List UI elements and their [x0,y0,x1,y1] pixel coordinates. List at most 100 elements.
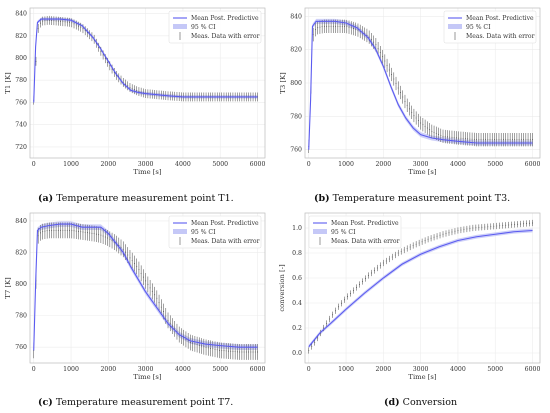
measurement-point [376,267,378,269]
measurement-point [136,90,138,92]
measurement-point [529,139,531,141]
caption-conversion: (d) Conversion [384,397,458,408]
legend-mean-label: Mean Post. Predictive [191,220,259,227]
measurement-point [508,224,510,226]
measurement-point [431,130,433,132]
measurement-point [198,344,200,346]
measurement-point [91,232,93,234]
measurement-point [449,136,451,138]
measurement-point [436,235,438,237]
measurement-point [35,60,37,62]
measurement-point [142,276,144,278]
measurement-point [350,293,352,294]
measurement-series [308,219,534,354]
measurement-point [225,350,227,352]
measurement-point [330,25,332,27]
measurement-point [245,351,247,353]
measurement-point [147,283,149,285]
measurement-point [460,137,462,139]
x-tick-label: 1000 [338,161,354,168]
measurement-point [424,125,426,127]
y-tick-label: 840 [15,218,27,225]
caption-t1: (a) Temperature measurement point T1. [38,193,234,204]
measurement-point [335,310,337,312]
measurement-point [138,91,140,93]
measurement-point [481,226,483,228]
panel-t3: 0 1000 2000 3000 4000 5000 6000 760 780 800 820 840… [275,0,550,183]
measurement-point [397,252,399,254]
measurement-point [66,21,68,23]
caption-t3: (b) Temperature measurement point T3. [314,193,511,204]
measurement-point [69,21,71,23]
x-tick-label: 4000 [175,366,191,373]
measurement-point [460,229,462,231]
measurement-point [39,22,41,24]
measurement-point [388,258,390,260]
measurement-point [505,224,507,226]
legend-ci-label: 95 % CI [191,229,216,236]
measurement-point [82,28,84,30]
measurement-point [368,36,370,38]
measurement-point [192,342,194,344]
measurement-point [379,265,381,266]
measurement-point [516,139,518,141]
measurement-point [42,231,44,233]
measurement-point [344,299,346,301]
measurement-point [149,287,151,289]
measurement-point [473,138,475,140]
measurement-point [400,251,402,252]
measurement-point [469,228,471,229]
measurement-point [355,28,357,30]
y-tick-label: 0.4 [292,300,302,307]
measurement-point [160,306,162,308]
y-axis-label: conversion [-] [278,264,286,312]
x-tick-label: 4000 [450,161,466,168]
measurement-point [498,139,500,141]
y-tick-label: 0.8 [292,250,302,257]
plot-frame [304,7,541,159]
measurement-point [133,263,135,265]
measurement-point [48,229,50,231]
measurement-point [138,269,140,271]
measurement-point [499,225,501,227]
measurement-point [57,229,59,231]
measurement-point [241,351,243,353]
measurement-point [319,26,321,28]
legend-ci-label: 95 % CI [466,24,491,31]
measurement-point [239,351,241,353]
measurement-point [451,231,453,233]
legend: Mean Post. Predictive 95 % CI Meas. Data w… [308,215,402,249]
measurement-point [472,227,474,229]
measurement-point [391,256,393,258]
x-axis-label: Time [s] [408,168,436,176]
measurement-point [377,48,379,50]
measurement-point [51,20,53,22]
measurement-point [71,22,73,24]
measurement-point [46,19,48,21]
measurement-point [109,65,111,67]
measurement-point [93,233,95,235]
measurement-point [357,29,359,31]
measurement-point [216,349,218,351]
measurement-point [500,139,502,141]
measurement-point [66,229,68,231]
measurement-point [326,323,328,324]
measurement-point [417,120,419,121]
measurement-point [451,136,453,138]
measurement-point [158,302,160,304]
measurement-point [415,117,417,119]
measurement-point [478,227,480,228]
measurement-point [358,284,360,285]
y-tick-label: 800 [290,80,302,87]
measurement-point [518,139,520,141]
legend-box [308,215,402,249]
measurement-point [167,319,169,321]
measurement-point [442,135,444,137]
mean-line [33,18,258,103]
measurement-point [386,65,388,66]
x-axis-label: Time [s] [408,373,436,381]
measurement-point [440,134,442,136]
panel-t1: 0 1000 2000 3000 4000 5000 6000 720 740 760 780 800… [0,0,275,183]
measurement-point [120,246,122,248]
legend-mean-label: Mean Post. Predictive [331,220,399,227]
